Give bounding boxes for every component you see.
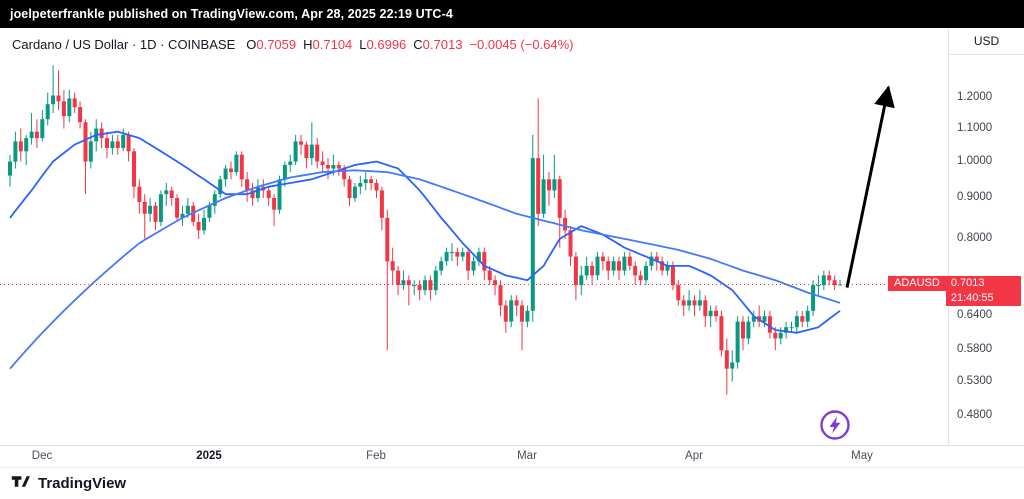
high-value: 0.7104 <box>312 37 353 52</box>
symbol-title[interactable]: Cardano / US Dollar · 1D · COINBASE <box>12 37 236 52</box>
price-axis-label: 0.6400 <box>957 309 993 321</box>
ma-slow-line <box>9 169 841 370</box>
time-axis-label[interactable]: May <box>851 450 873 462</box>
low-value: 0.6996 <box>366 37 407 52</box>
price-axis-label: 1.2000 <box>957 91 993 103</box>
chart-legend[interactable]: Cardano / US Dollar · 1D · COINBASE O0.70… <box>12 37 574 52</box>
price-axis-label: 1.0000 <box>957 155 993 167</box>
price-axis-label: 0.4800 <box>957 409 993 421</box>
ma-fast-line <box>9 130 841 334</box>
close-label: C <box>413 37 423 52</box>
high-label: H <box>303 37 313 52</box>
time-axis-label[interactable]: Dec <box>31 450 53 462</box>
price-axis-label: 0.9000 <box>957 191 993 203</box>
change-value: −0.0045 (−0.64%) <box>469 37 574 52</box>
price-axis-label: 1.1000 <box>957 122 993 134</box>
trend-arrow-drawing[interactable] <box>845 85 895 288</box>
close-value: 0.7013 <box>422 37 463 52</box>
price-axis-label: 0.8000 <box>957 232 993 244</box>
open-label: O <box>246 37 257 52</box>
time-axis-label[interactable]: Feb <box>366 450 386 462</box>
time-axis-label[interactable]: Apr <box>685 450 703 462</box>
attribution-bar: joelpeterfrankle published on TradingVie… <box>0 0 1024 28</box>
badge-symbol: ADAUSD <box>888 276 946 291</box>
currency-label: USD <box>973 34 1000 48</box>
tradingview-logo-icon[interactable] <box>10 471 31 497</box>
candlestick-chart[interactable] <box>0 28 948 446</box>
last-price-badge: ADAUSD 0.7013 21:40:55 <box>888 276 1021 306</box>
badge-price: 0.7013 <box>950 277 985 289</box>
badge-countdown: 21:40:55 <box>950 292 994 304</box>
lightning-refresh-icon[interactable] <box>818 408 852 442</box>
attribution-text: joelpeterfrankle published on TradingVie… <box>10 7 453 21</box>
currency-toggle[interactable]: USD <box>948 28 1024 55</box>
price-axis-label: 0.5300 <box>957 375 993 387</box>
price-axis-label: 0.5800 <box>957 343 993 355</box>
time-axis[interactable]: Dec 2025 Feb Mar Apr May <box>0 445 1024 467</box>
footer-bar: TradingView <box>0 467 1024 499</box>
time-axis-label[interactable]: 2025 <box>196 450 222 462</box>
time-axis-label[interactable]: Mar <box>517 450 537 462</box>
price-axis[interactable]: 1.2000 1.1000 1.0000 0.9000 0.8000 0.6400 0.58… <box>948 28 1024 467</box>
chart-area[interactable]: Cardano / US Dollar · 1D · COINBASE O0.70… <box>0 28 1024 467</box>
brand-name[interactable]: TradingView <box>38 475 127 492</box>
open-value: 0.7059 <box>256 37 297 52</box>
low-label: L <box>359 37 367 52</box>
candles-series <box>8 65 842 395</box>
